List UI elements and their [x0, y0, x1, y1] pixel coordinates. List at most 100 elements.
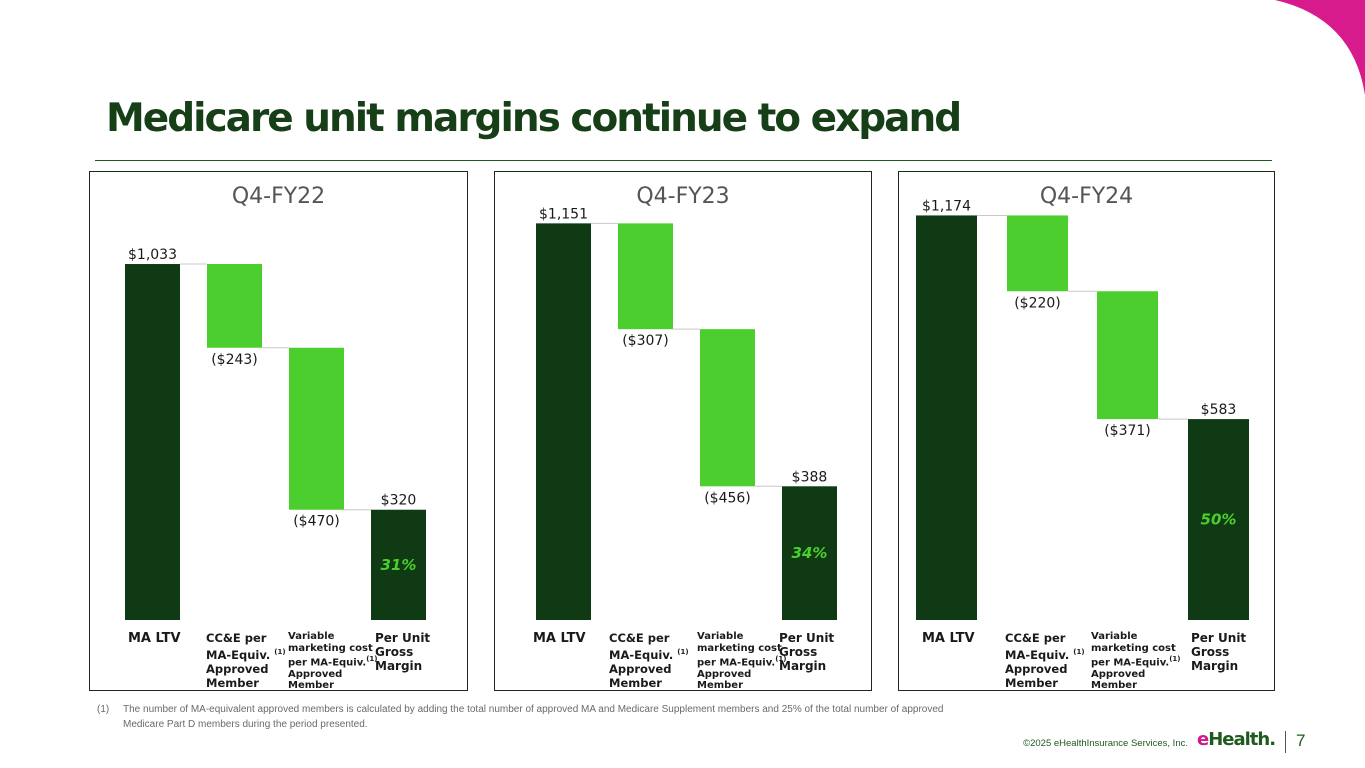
- chart-title: Q4-FY24: [1039, 184, 1134, 209]
- category-text: per MA-Equiv.: [288, 657, 367, 669]
- page-number-divider: [1285, 731, 1286, 753]
- category-text: Member: [1091, 680, 1138, 692]
- copyright-text: ©2025 eHealthInsurance Services, Inc.: [1023, 738, 1188, 749]
- data-label: $388: [792, 469, 828, 485]
- category-text: marketing cost: [1091, 642, 1176, 654]
- bar-decrease: [289, 347, 344, 510]
- margin-percent-label: 50%: [1201, 511, 1237, 529]
- logo-letter-e: e: [1197, 729, 1209, 750]
- category-text: Per Unit: [779, 631, 835, 645]
- category-label-per-unit-gross-margin: Per Unit Gross Margin: [375, 631, 430, 673]
- logo-wordmark: Health.: [1208, 729, 1276, 750]
- chart-title: Q4-FY23: [636, 184, 730, 209]
- data-label: ($470): [293, 514, 340, 530]
- category-label-per-unit-gross-margin: Per Unit Gross Margin: [779, 631, 834, 673]
- footnote-marker: (1): [677, 648, 689, 656]
- ehealth-logo: eHealth.: [1197, 729, 1276, 750]
- footnote-marker: (1): [775, 655, 787, 663]
- category-text: Approved: [1005, 661, 1068, 676]
- category-text: Per Unit: [375, 631, 431, 645]
- category-text: MA LTV: [922, 631, 975, 646]
- waterfall-chart: $1,174 ($220) ($371) $583 50%: [916, 198, 1249, 620]
- waterfall-chart: $1,151 ($307) ($456) $388 34%: [536, 206, 837, 620]
- bar-total: [536, 223, 591, 620]
- bar-decrease: [1007, 215, 1068, 292]
- chart-panel-q4-fy22: Q4-FY22 $1,033 ($243) ($470) $320 31% MA LTV…: [89, 171, 468, 691]
- category-label-ma-ltv: MA LTV: [922, 631, 975, 646]
- category-text: Member: [609, 675, 662, 690]
- category-text: Approved: [697, 668, 752, 680]
- category-text: Approved: [288, 668, 343, 680]
- category-text: Variable: [1091, 631, 1138, 642]
- category-text: MA LTV: [128, 631, 181, 646]
- data-label: ($307): [622, 333, 669, 349]
- data-label: $320: [381, 493, 417, 509]
- category-text: MA-Equiv.: [1005, 647, 1070, 662]
- category-text: per MA-Equiv.: [1091, 657, 1170, 669]
- data-label: $583: [1201, 402, 1237, 418]
- data-label: ($371): [1104, 423, 1151, 439]
- category-text: Margin: [779, 659, 827, 673]
- bar-total: [1188, 419, 1249, 620]
- category-text: MA LTV: [533, 631, 586, 646]
- title-divider: [95, 160, 1272, 161]
- footnote-marker: (1): [274, 648, 286, 656]
- category-text: per MA-Equiv.: [697, 657, 776, 669]
- data-label: ($243): [211, 352, 258, 368]
- category-text: MA-Equiv.: [206, 647, 271, 662]
- category-text: Member: [1005, 675, 1058, 690]
- waterfall-chart: $1,033 ($243) ($470) $320 31%: [125, 247, 426, 620]
- category-label-ma-ltv: MA LTV: [128, 631, 181, 646]
- category-text: Member: [288, 680, 335, 692]
- category-text: Approved: [609, 661, 672, 676]
- category-text: Per Unit: [1191, 631, 1247, 645]
- bar-total: [782, 486, 837, 620]
- category-text: Approved: [206, 661, 269, 676]
- chart-panel-q4-fy23: Q4-FY23 $1,151 ($307) ($456) $388 34% MA LTV…: [494, 171, 872, 691]
- category-text: Member: [697, 680, 744, 692]
- category-label-per-unit-gross-margin: Per Unit Gross Margin: [1191, 631, 1246, 673]
- footnote-marker: (1): [1073, 648, 1085, 656]
- category-label-cce: CC&E per MA-Equiv. (1) Approved Member: [206, 631, 286, 690]
- category-text: Margin: [1191, 659, 1239, 673]
- category-text: Margin: [375, 659, 423, 673]
- category-text: Variable: [288, 631, 335, 642]
- footnote-number: (1): [97, 704, 110, 715]
- data-label: ($220): [1014, 295, 1061, 311]
- category-label-variable-marketing: Variable marketing cost per MA-Equiv.(1)…: [288, 631, 378, 692]
- category-text: CC&E per: [206, 631, 267, 645]
- category-label-variable-marketing: Variable marketing cost per MA-Equiv.(1)…: [1091, 631, 1181, 692]
- bar-total: [916, 215, 977, 620]
- category-text: Gross: [375, 645, 414, 659]
- category-text: Approved: [1091, 668, 1146, 680]
- bar-decrease: [207, 264, 262, 348]
- category-label-variable-marketing: Variable marketing cost per MA-Equiv.(1)…: [697, 631, 787, 692]
- category-text: marketing cost: [697, 642, 782, 654]
- bar-total: [371, 509, 426, 620]
- category-text: CC&E per: [1005, 631, 1066, 645]
- category-label-cce: CC&E per MA-Equiv. (1) Approved Member: [1005, 631, 1085, 690]
- bar-total: [125, 264, 180, 620]
- category-text: Variable: [697, 631, 744, 642]
- category-text: CC&E per: [609, 631, 670, 645]
- footnote-text: The number of MA-equivalent approved mem…: [123, 704, 944, 730]
- footnote: (1) The number of MA-equivalent approved…: [97, 703, 977, 732]
- chart-title: Q4-FY22: [231, 184, 326, 209]
- chart-panel-q4-fy24: Q4-FY24 $1,174 ($220) ($371) $583 50% MA LTV…: [898, 171, 1275, 691]
- category-text: marketing cost: [288, 642, 373, 654]
- margin-percent-label: 31%: [381, 556, 417, 574]
- bar-decrease: [700, 329, 755, 487]
- margin-percent-label: 34%: [792, 544, 828, 562]
- page-number: 7: [1296, 731, 1306, 750]
- bar-decrease: [1097, 291, 1158, 420]
- category-text: Gross: [1191, 645, 1230, 659]
- data-label: $1,174: [922, 198, 971, 214]
- category-label-ma-ltv: MA LTV: [533, 631, 586, 646]
- category-label-cce: CC&E per MA-Equiv. (1) Approved Member: [609, 631, 689, 690]
- data-label: $1,151: [539, 206, 588, 222]
- bar-decrease: [618, 223, 673, 330]
- data-label: ($456): [704, 490, 751, 506]
- footnote-marker: (1): [366, 655, 378, 663]
- footnote-marker: (1): [1169, 655, 1181, 663]
- category-text: MA-Equiv.: [609, 647, 674, 662]
